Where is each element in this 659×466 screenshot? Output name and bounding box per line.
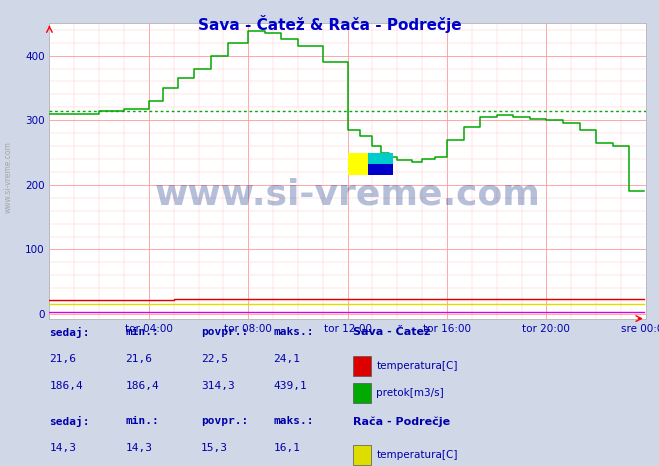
Text: sedaj:: sedaj: (49, 327, 90, 338)
Text: www.si-vreme.com: www.si-vreme.com (155, 178, 540, 212)
Text: 15,3: 15,3 (201, 443, 228, 453)
Text: temperatura[C]: temperatura[C] (376, 361, 458, 371)
Text: min.:: min.: (125, 327, 159, 337)
Text: temperatura[C]: temperatura[C] (376, 450, 458, 460)
Text: 24,1: 24,1 (273, 354, 301, 364)
Text: 16,1: 16,1 (273, 443, 301, 453)
Text: 14,3: 14,3 (49, 443, 76, 453)
Text: maks.:: maks.: (273, 416, 314, 426)
Text: Sava - Čatež: Sava - Čatež (353, 327, 430, 337)
Bar (348, 152, 373, 175)
Text: Rača - Podrečje: Rača - Podrečje (353, 416, 449, 427)
Text: maks.:: maks.: (273, 327, 314, 337)
Text: pretok[m3/s]: pretok[m3/s] (376, 388, 444, 398)
Text: 22,5: 22,5 (201, 354, 228, 364)
FancyBboxPatch shape (353, 356, 371, 376)
Bar (368, 164, 393, 175)
Text: povpr.:: povpr.: (201, 416, 248, 426)
Text: Sava - Čatež & Rača - Podrečje: Sava - Čatež & Rača - Podrečje (198, 15, 461, 33)
Bar (368, 152, 393, 164)
Text: min.:: min.: (125, 416, 159, 426)
Text: www.si-vreme.com: www.si-vreme.com (4, 141, 13, 213)
Text: povpr.:: povpr.: (201, 327, 248, 337)
Text: 21,6: 21,6 (125, 354, 152, 364)
Text: 314,3: 314,3 (201, 381, 235, 391)
FancyBboxPatch shape (353, 383, 371, 403)
Text: 186,4: 186,4 (125, 381, 159, 391)
Text: sedaj:: sedaj: (49, 416, 90, 427)
Text: 439,1: 439,1 (273, 381, 307, 391)
Text: 21,6: 21,6 (49, 354, 76, 364)
Text: 14,3: 14,3 (125, 443, 152, 453)
Text: 186,4: 186,4 (49, 381, 83, 391)
FancyBboxPatch shape (353, 445, 371, 465)
Polygon shape (368, 152, 393, 164)
